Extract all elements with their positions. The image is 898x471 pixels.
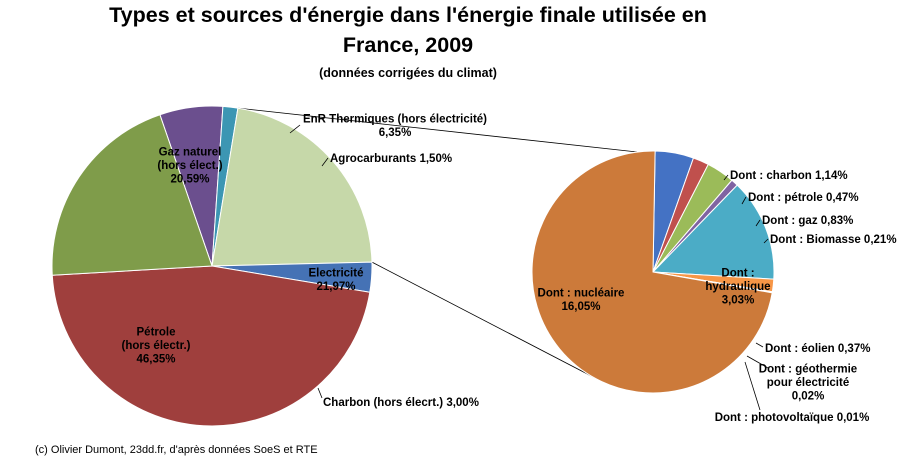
main-slice-label-3: Charbon (hors élecrt.) 3,00% bbox=[323, 397, 479, 409]
main-slice-label-1-line: Agrocarburants 1,50% bbox=[330, 153, 452, 165]
breakdown-leader-5 bbox=[755, 342, 764, 348]
connector-line-top bbox=[237, 107, 638, 153]
main-slice-label-5-line: Gaz naturel bbox=[159, 147, 222, 159]
label-leader-lines bbox=[289, 124, 769, 411]
main-pie bbox=[51, 105, 373, 427]
main-slice-label-3-line: Charbon (hors élecrt.) 3,00% bbox=[323, 397, 479, 409]
breakdown-slice-label-2-line: Dont : gaz 0,83% bbox=[762, 215, 853, 227]
breakdown-slice-label-7-line: Dont : photovoltaïque 0,01% bbox=[715, 412, 870, 424]
pie-connector-lines bbox=[237, 107, 638, 380]
chart-title-line-1: Types et sources d'énergie dans l'énergi… bbox=[109, 3, 707, 27]
breakdown-slice-label-6: Dont : géothermie pour électricité 0,02% bbox=[759, 364, 857, 403]
main-slice-label-5: Gaz naturel (hors élect.) 20,59% bbox=[157, 147, 222, 186]
main-slice-label-0-line: EnR Thermiques (hors électricité) bbox=[303, 113, 487, 125]
breakdown-leader-6 bbox=[746, 355, 769, 369]
breakdown-slice-label-8-line: 16,05% bbox=[561, 301, 600, 313]
breakdown-leader-7 bbox=[744, 361, 761, 411]
breakdown-slice-8 bbox=[531, 150, 773, 394]
main-slice-4 bbox=[51, 265, 371, 427]
breakdown-slice-label-7: Dont : photovoltaïque 0,01% bbox=[715, 412, 870, 424]
main-slice-label-2-line: 21,97% bbox=[316, 281, 355, 293]
breakdown-pie bbox=[531, 150, 775, 394]
main-slice-label-1: Agrocarburants 1,50% bbox=[330, 153, 452, 165]
main-slice-5 bbox=[51, 114, 213, 276]
breakdown-slice-label-2: Dont : gaz 0,83% bbox=[762, 215, 853, 227]
chart-title-line-2: France, 2009 bbox=[343, 33, 473, 57]
breakdown-slice-label-4: Dont : hydraulique 3,03% bbox=[705, 268, 770, 307]
source-credit: (c) Olivier Dumont, 23dd.fr, d'après don… bbox=[35, 444, 318, 456]
breakdown-slice-label-3: Dont : Biomasse 0,21% bbox=[770, 234, 897, 246]
breakdown-slice-label-6-line: pour électricité bbox=[767, 377, 849, 389]
main-slice-label-2-line: Electricité bbox=[309, 267, 364, 279]
breakdown-slice-label-6-line: Dont : géothermie bbox=[759, 364, 857, 376]
main-slice-2 bbox=[211, 107, 373, 267]
main-slice-label-2: Electricité 21,97% bbox=[309, 267, 364, 293]
main-slice-label-0-line: 6,35% bbox=[379, 127, 412, 139]
chart-subtitle: (données corrigées du climat) bbox=[319, 66, 497, 80]
breakdown-leader-0 bbox=[723, 174, 729, 181]
breakdown-slice-label-0-line: Dont : charbon 1,14% bbox=[730, 170, 848, 182]
slice-labels: EnR Thermiques (hors électricité) 6,35% Ag… bbox=[121, 113, 896, 424]
breakdown-leader-1 bbox=[741, 196, 747, 205]
breakdown-slice-label-1-line: Dont : pétrole 0,47% bbox=[748, 192, 859, 204]
main-slice-label-4-line: (hors électr.) bbox=[121, 340, 190, 352]
breakdown-slice-label-4-line: Dont : bbox=[721, 268, 754, 280]
breakdown-slice-label-5: Dont : éolien 0,37% bbox=[765, 343, 870, 355]
breakdown-slice-label-8: Dont : nucléaire 16,05% bbox=[538, 287, 625, 313]
main-leader-3 bbox=[317, 387, 323, 399]
breakdown-leader-2 bbox=[755, 219, 761, 227]
connector-line-bottom bbox=[371, 261, 598, 380]
breakdown-slice-label-5-line: Dont : éolien 0,37% bbox=[765, 343, 870, 355]
breakdown-slice-label-4-line: hydraulique bbox=[705, 281, 770, 293]
breakdown-slice-4 bbox=[651, 184, 775, 280]
main-slice-label-0: EnR Thermiques (hors électricité) 6,35% bbox=[303, 113, 487, 139]
main-slice-label-4-line: 46,35% bbox=[136, 354, 175, 366]
breakdown-slice-label-3-line: Dont : Biomasse 0,21% bbox=[770, 234, 897, 246]
main-slice-label-5-line: (hors élect.) bbox=[157, 160, 222, 172]
main-slice-label-5-line: 20,59% bbox=[170, 174, 209, 186]
main-slice-label-4-line: Pétrole bbox=[137, 327, 176, 339]
main-slice-label-4: Pétrole (hors électr.) 46,35% bbox=[121, 327, 190, 366]
breakdown-slice-label-6-line: 0,02% bbox=[792, 391, 825, 403]
breakdown-slice-label-1: Dont : pétrole 0,47% bbox=[748, 192, 859, 204]
breakdown-slice-label-8-line: Dont : nucléaire bbox=[538, 287, 625, 299]
breakdown-slice-label-4-line: 3,03% bbox=[722, 295, 755, 307]
main-leader-0 bbox=[289, 124, 301, 134]
breakdown-leader-3 bbox=[763, 238, 769, 244]
breakdown-slice-label-0: Dont : charbon 1,14% bbox=[730, 170, 848, 182]
main-leader-1 bbox=[321, 157, 329, 167]
